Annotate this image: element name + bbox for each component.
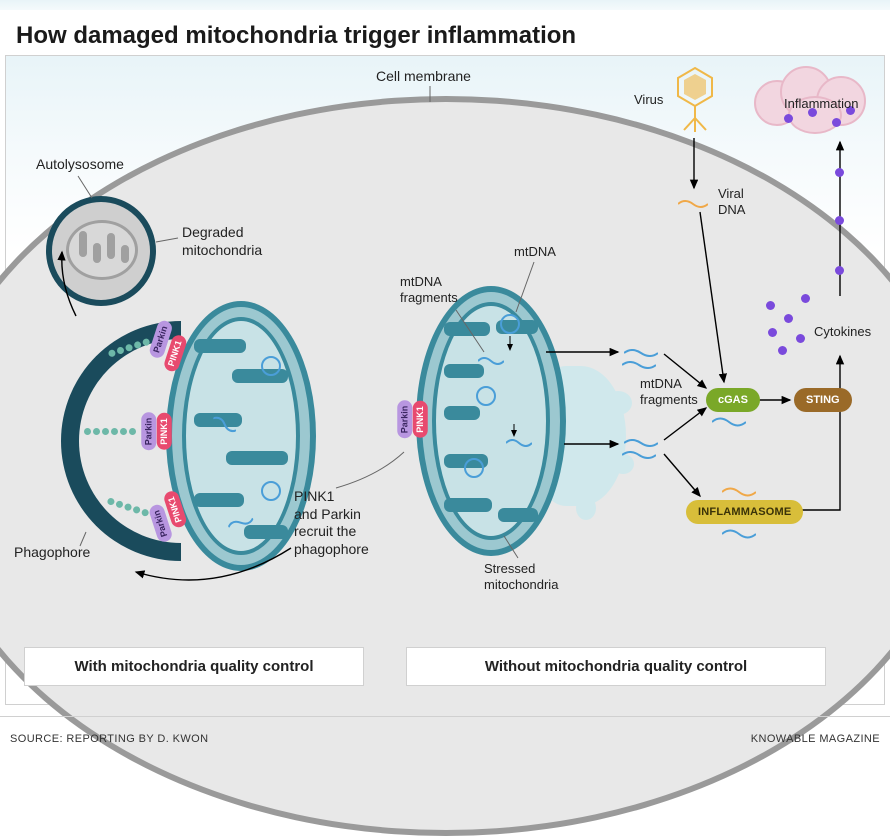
label-pink1-parkin-recruit: PINK1 and Parkin recruit the phagophore bbox=[294, 488, 369, 558]
mito-right-inner bbox=[432, 302, 550, 540]
footer-bar: SOURCE: REPORTING BY D. KWON KNOWABLE MA… bbox=[0, 716, 890, 760]
cgas-dna-icon bbox=[712, 414, 746, 426]
parkin-pill-r: Parkin bbox=[397, 401, 412, 439]
cytokine-dot bbox=[801, 294, 810, 303]
inflam-dna-top-icon bbox=[722, 484, 756, 496]
mtdna-ring-l1 bbox=[261, 356, 281, 376]
cloud-dot bbox=[832, 118, 841, 127]
mtdna-cyto-4 bbox=[622, 446, 656, 454]
pink1-pill-r: PINK1 bbox=[413, 401, 428, 438]
top-accent-bar bbox=[0, 0, 890, 10]
mtdna-ring-r3 bbox=[464, 458, 484, 478]
cytokine-dot bbox=[784, 314, 793, 323]
cytokine-dot-path bbox=[835, 168, 844, 177]
mitochondrion-right bbox=[416, 286, 566, 556]
splash-drop-1 bbox=[604, 391, 632, 415]
mtdna-cyto-2 bbox=[622, 356, 656, 364]
label-degraded-mito: Degraded mitochondria bbox=[182, 224, 262, 259]
inflammasome-box: INFLAMMASOME bbox=[686, 500, 803, 524]
pink1-pill-2: PINK1 bbox=[157, 413, 172, 450]
label-stressed-mito: Stressed mitochondria bbox=[484, 561, 558, 594]
caption-with-qc: With mitochondria quality control bbox=[24, 647, 364, 686]
mtdna-ring-l2 bbox=[261, 481, 281, 501]
autolysosome-shape bbox=[46, 196, 156, 306]
caption-without-qc: Without mitochondria quality control bbox=[406, 647, 826, 686]
mtdna-cyto-3 bbox=[624, 434, 658, 442]
label-cytokines: Cytokines bbox=[814, 324, 871, 340]
footer-magazine: KNOWABLE MAGAZINE bbox=[751, 733, 880, 745]
label-viral-dna: Viral DNA bbox=[718, 186, 745, 219]
label-phagophore: Phagophore bbox=[14, 544, 90, 562]
mtdna-cyto-1 bbox=[624, 344, 658, 352]
page-title: How damaged mitochondria trigger inflamm… bbox=[0, 10, 890, 58]
mtdna-ring-r2 bbox=[476, 386, 496, 406]
cytokine-dot-path bbox=[835, 216, 844, 225]
label-autolysosome: Autolysosome bbox=[36, 156, 124, 174]
mtdna-frag-r1 bbox=[478, 352, 504, 360]
diagram-canvas: Cell membrane Autolysosome Degraded mito… bbox=[5, 55, 885, 705]
cytokine-dot-path bbox=[835, 266, 844, 275]
label-inflammation: Inflammation bbox=[784, 96, 858, 112]
parkin-pill-2: Parkin bbox=[141, 413, 156, 451]
cgas-box: cGAS bbox=[706, 388, 760, 412]
label-mtdna-fragments-right: mtDNA fragments bbox=[640, 376, 698, 409]
cytokine-dot bbox=[778, 346, 787, 355]
label-cell-membrane: Cell membrane bbox=[376, 68, 471, 86]
label-mtdna-fragments-top: mtDNA fragments bbox=[400, 274, 458, 307]
virus-icon bbox=[670, 64, 720, 134]
mtdna-ring-r1 bbox=[500, 314, 520, 334]
viral-dna-icon bbox=[678, 196, 708, 208]
splash-drop-3 bbox=[576, 496, 596, 520]
label-virus: Virus bbox=[634, 92, 663, 108]
cytokine-dot bbox=[768, 328, 777, 337]
cytokine-dot bbox=[796, 334, 805, 343]
cloud-dot bbox=[784, 114, 793, 123]
degraded-mito-shape bbox=[66, 220, 138, 280]
sting-box: STING bbox=[794, 388, 852, 412]
inflam-dna-bot-icon bbox=[722, 526, 756, 538]
footer-source: SOURCE: REPORTING BY D. KWON bbox=[10, 733, 208, 745]
label-mtdna: mtDNA bbox=[514, 244, 556, 260]
mtdna-frag-r2 bbox=[506, 434, 532, 442]
phagophore-chain-2 bbox=[84, 428, 140, 438]
cytokine-dot bbox=[766, 301, 775, 310]
